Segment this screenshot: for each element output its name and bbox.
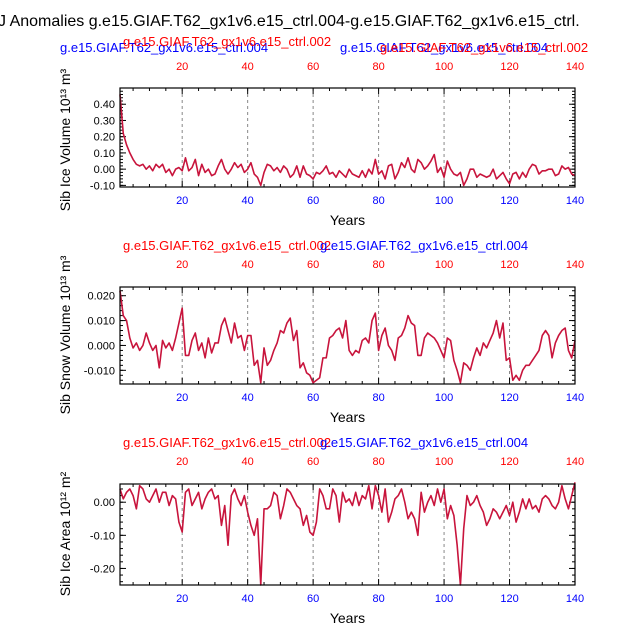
x-tick-label-bottom: 100: [435, 593, 453, 605]
x-tick-label-top: 60: [307, 456, 319, 468]
x-tick-label-top: 140: [566, 456, 584, 468]
x-tick-label-top: 40: [242, 456, 254, 468]
x-tick-label-bottom: 140: [566, 593, 584, 605]
x-tick-label-top: 120: [500, 259, 518, 271]
chart-panel-1: g.e15.GIAF.T62_gx1v6.e15_ctrl.004g.e15.G…: [57, 34, 588, 228]
x-tick-label-bottom: 60: [307, 392, 319, 404]
y-axis-label: Sib Snow Volume 10¹³ m³: [57, 255, 73, 414]
run-label-blue: g.e15.GIAF.T62_gx1v6.e15_ctrl.004: [60, 40, 268, 55]
x-tick-label-bottom: 20: [176, 392, 188, 404]
series-line: [119, 482, 576, 586]
x-tick-label-top: 60: [307, 259, 319, 271]
y-tick-label: 0.20: [94, 132, 115, 144]
series-line: [119, 94, 576, 187]
x-tick-label-bottom: 140: [566, 195, 584, 207]
x-tick-label-bottom: 100: [435, 195, 453, 207]
x-tick-label-top: 40: [242, 61, 254, 73]
x-axis-label: Years: [330, 212, 365, 228]
plot-frame: [119, 286, 576, 385]
x-tick-label-bottom: 120: [500, 392, 518, 404]
x-tick-label-top: 100: [435, 259, 453, 271]
y-tick-label: -0.20: [90, 563, 115, 575]
x-tick-label-bottom: 20: [176, 593, 188, 605]
x-tick-label-top: 80: [372, 456, 384, 468]
run-label-red: g.e15.GIAF.T62_gx1v6.e15_ctrl.002: [123, 34, 331, 49]
y-tick-label: 0.000: [87, 340, 115, 352]
y-tick-label: 0.00: [94, 164, 115, 176]
chart-panel-2: g.e15.GIAF.T62_gx1v6.e15_ctrl.002g.e15.G…: [57, 238, 584, 425]
run-label-blue: g.e15.GIAF.T62_gx1v6.e15_ctrl.004: [320, 238, 528, 253]
x-tick-label-top: 120: [500, 61, 518, 73]
x-tick-label-bottom: 80: [372, 593, 384, 605]
x-tick-label-top: 20: [176, 61, 188, 73]
x-tick-label-bottom: 100: [435, 392, 453, 404]
run-label-red: g.e15.GIAF.T62_gx1v6.e15_ctrl.002: [123, 238, 331, 253]
x-tick-label-top: 20: [176, 456, 188, 468]
y-tick-label: 0.30: [94, 115, 115, 127]
x-tick-label-bottom: 80: [372, 392, 384, 404]
x-tick-label-bottom: 120: [500, 593, 518, 605]
panels-group: g.e15.GIAF.T62_gx1v6.e15_ctrl.004g.e15.G…: [57, 34, 588, 626]
x-tick-label-bottom: 60: [307, 195, 319, 207]
x-tick-label-bottom: 40: [242, 392, 254, 404]
y-tick-label: 0.10: [94, 148, 115, 160]
y-tick-label: 0.010: [87, 316, 115, 328]
y-tick-label: -0.10: [90, 530, 115, 542]
y-tick-label: 0.40: [94, 99, 115, 111]
x-tick-label-bottom: 120: [500, 195, 518, 207]
x-tick-label-bottom: 80: [372, 195, 384, 207]
x-tick-label-top: 140: [566, 259, 584, 271]
x-tick-label-bottom: 40: [242, 195, 254, 207]
x-tick-label-top: 100: [435, 61, 453, 73]
x-tick-label-bottom: 60: [307, 593, 319, 605]
x-tick-label-top: 80: [372, 61, 384, 73]
x-tick-label-top: 120: [500, 456, 518, 468]
figure-title: J Anomalies g.e15.GIAF.T62_gx1v6.e15_ctr…: [0, 13, 580, 30]
x-tick-label-top: 20: [176, 259, 188, 271]
y-tick-label: 0.00: [94, 497, 115, 509]
x-tick-label-bottom: 20: [176, 195, 188, 207]
y-tick-label: 0.020: [87, 291, 115, 303]
run-label-blue-2: g.e15.GIAF.T62_gx1v6.e15_ctrl.004: [340, 40, 548, 55]
x-axis-label: Years: [330, 409, 365, 425]
x-tick-label-top: 80: [372, 259, 384, 271]
x-tick-label-bottom: 40: [242, 593, 254, 605]
x-tick-label-top: 60: [307, 61, 319, 73]
x-tick-label-top: 100: [435, 456, 453, 468]
plot-frame: [119, 483, 576, 586]
plot-frame: [119, 87, 576, 188]
x-tick-label-bottom: 140: [566, 392, 584, 404]
y-tick-label: -0.10: [90, 180, 115, 192]
series-line: [119, 290, 576, 384]
chart-panel-3: g.e15.GIAF.T62_gx1v6.e15_ctrl.002g.e15.G…: [57, 435, 584, 626]
x-tick-label-top: 140: [566, 61, 584, 73]
y-tick-label: -0.010: [84, 365, 115, 377]
run-label-red-2: g.e15.GIAF.T62_gx1v6.e15_ctrl.002: [380, 40, 588, 55]
run-label-red: g.e15.GIAF.T62_gx1v6.e15_ctrl.002: [123, 435, 331, 450]
y-axis-label: Sib Ice Area 10¹² m²: [57, 471, 73, 596]
y-axis-label: Sib Ice Volume 10¹³ m³: [57, 68, 73, 211]
run-label-blue: g.e15.GIAF.T62_gx1v6.e15_ctrl.004: [320, 435, 528, 450]
x-tick-label-top: 40: [242, 259, 254, 271]
x-axis-label: Years: [330, 610, 365, 626]
